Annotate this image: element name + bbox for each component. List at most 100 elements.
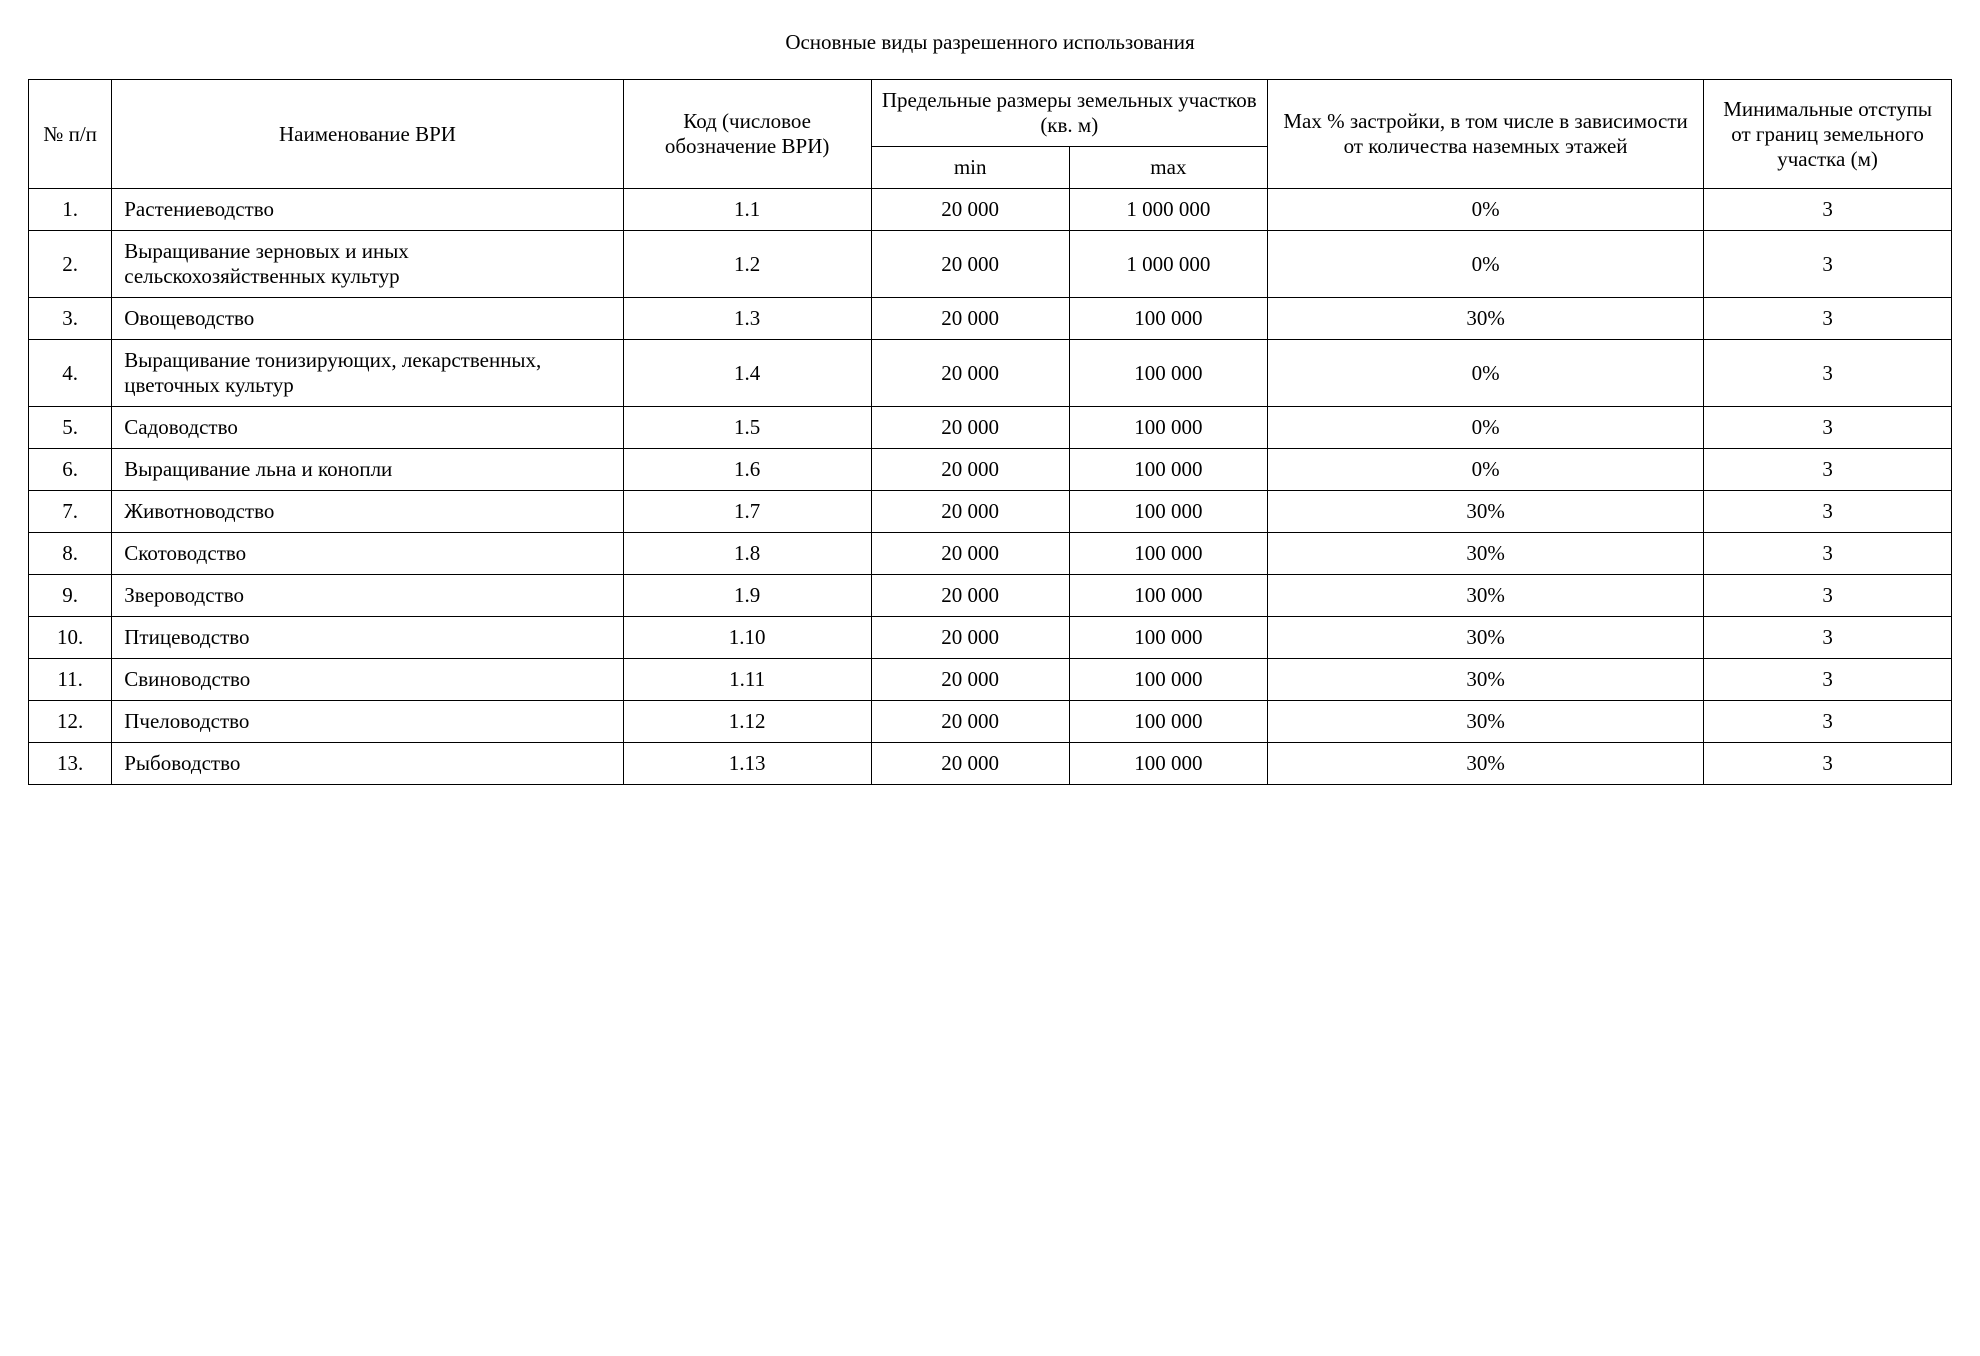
cell-min: 20 000	[871, 533, 1069, 575]
cell-code: 1.13	[623, 743, 871, 785]
table-body: 1.Растениеводство1.120 0001 000 0000%32.…	[29, 189, 1952, 785]
cell-name: Звероводство	[112, 575, 623, 617]
cell-pct: 30%	[1268, 298, 1704, 340]
cell-max: 100 000	[1069, 743, 1267, 785]
cell-max: 1 000 000	[1069, 189, 1267, 231]
table-row: 11.Свиноводство1.1120 000100 00030%3	[29, 659, 1952, 701]
cell-setback: 3	[1704, 533, 1952, 575]
cell-name: Птицеводство	[112, 617, 623, 659]
table-row: 13.Рыбоводство1.1320 000100 00030%3	[29, 743, 1952, 785]
cell-num: 1.	[29, 189, 112, 231]
cell-max: 100 000	[1069, 701, 1267, 743]
table-row: 9.Звероводство1.920 000100 00030%3	[29, 575, 1952, 617]
header-pct: Max % застройки, в том числе в зависимос…	[1268, 80, 1704, 189]
cell-pct: 30%	[1268, 743, 1704, 785]
cell-min: 20 000	[871, 340, 1069, 407]
cell-num: 13.	[29, 743, 112, 785]
header-num: № п/п	[29, 80, 112, 189]
cell-max: 100 000	[1069, 575, 1267, 617]
cell-pct: 30%	[1268, 491, 1704, 533]
cell-num: 12.	[29, 701, 112, 743]
table-row: 3.Овощеводство1.320 000100 00030%3	[29, 298, 1952, 340]
cell-code: 1.8	[623, 533, 871, 575]
cell-setback: 3	[1704, 659, 1952, 701]
cell-name: Выращивание льна и конопли	[112, 449, 623, 491]
cell-min: 20 000	[871, 298, 1069, 340]
cell-pct: 30%	[1268, 533, 1704, 575]
cell-max: 100 000	[1069, 298, 1267, 340]
cell-name: Пчеловодство	[112, 701, 623, 743]
cell-num: 7.	[29, 491, 112, 533]
cell-pct: 30%	[1268, 659, 1704, 701]
cell-num: 6.	[29, 449, 112, 491]
table-row: 6.Выращивание льна и конопли1.620 000100…	[29, 449, 1952, 491]
cell-pct: 0%	[1268, 231, 1704, 298]
header-min: min	[871, 147, 1069, 189]
cell-min: 20 000	[871, 743, 1069, 785]
cell-pct: 30%	[1268, 575, 1704, 617]
cell-code: 1.10	[623, 617, 871, 659]
table-row: 10.Птицеводство1.1020 000100 00030%3	[29, 617, 1952, 659]
table-row: 5.Садоводство1.520 000100 0000%3	[29, 407, 1952, 449]
cell-code: 1.12	[623, 701, 871, 743]
cell-setback: 3	[1704, 575, 1952, 617]
cell-code: 1.5	[623, 407, 871, 449]
table-row: 8.Скотоводство1.820 000100 00030%3	[29, 533, 1952, 575]
cell-min: 20 000	[871, 407, 1069, 449]
cell-name: Растениеводство	[112, 189, 623, 231]
cell-pct: 0%	[1268, 407, 1704, 449]
cell-name: Садоводство	[112, 407, 623, 449]
header-size-group: Предельные размеры земельных участков (к…	[871, 80, 1267, 147]
cell-min: 20 000	[871, 491, 1069, 533]
cell-max: 100 000	[1069, 659, 1267, 701]
cell-name: Овощеводство	[112, 298, 623, 340]
cell-code: 1.2	[623, 231, 871, 298]
cell-setback: 3	[1704, 743, 1952, 785]
cell-num: 2.	[29, 231, 112, 298]
cell-code: 1.1	[623, 189, 871, 231]
cell-max: 100 000	[1069, 340, 1267, 407]
cell-code: 1.11	[623, 659, 871, 701]
cell-name: Животноводство	[112, 491, 623, 533]
cell-setback: 3	[1704, 298, 1952, 340]
cell-setback: 3	[1704, 407, 1952, 449]
table-row: 12.Пчеловодство1.1220 000100 00030%3	[29, 701, 1952, 743]
cell-max: 100 000	[1069, 449, 1267, 491]
header-setback: Минимальные отступы от границ земельного…	[1704, 80, 1952, 189]
cell-name: Рыбоводство	[112, 743, 623, 785]
cell-code: 1.4	[623, 340, 871, 407]
cell-pct: 30%	[1268, 701, 1704, 743]
table-row: 4.Выращивание тонизирующих, лекарственны…	[29, 340, 1952, 407]
cell-pct: 0%	[1268, 189, 1704, 231]
cell-name: Выращивание зерновых и иных сельскохозяй…	[112, 231, 623, 298]
cell-setback: 3	[1704, 701, 1952, 743]
cell-name: Выращивание тонизирующих, лекарственных,…	[112, 340, 623, 407]
header-max: max	[1069, 147, 1267, 189]
cell-num: 11.	[29, 659, 112, 701]
cell-setback: 3	[1704, 617, 1952, 659]
cell-name: Скотоводство	[112, 533, 623, 575]
cell-code: 1.9	[623, 575, 871, 617]
table-row: 2.Выращивание зерновых и иных сельскохоз…	[29, 231, 1952, 298]
header-name: Наименование ВРИ	[112, 80, 623, 189]
header-code: Код (числовое обозначение ВРИ)	[623, 80, 871, 189]
cell-max: 100 000	[1069, 617, 1267, 659]
cell-max: 100 000	[1069, 491, 1267, 533]
cell-num: 10.	[29, 617, 112, 659]
cell-num: 5.	[29, 407, 112, 449]
cell-pct: 30%	[1268, 617, 1704, 659]
cell-num: 9.	[29, 575, 112, 617]
cell-num: 4.	[29, 340, 112, 407]
cell-min: 20 000	[871, 231, 1069, 298]
cell-setback: 3	[1704, 231, 1952, 298]
cell-min: 20 000	[871, 189, 1069, 231]
table-row: 1.Растениеводство1.120 0001 000 0000%3	[29, 189, 1952, 231]
cell-max: 100 000	[1069, 533, 1267, 575]
cell-max: 100 000	[1069, 407, 1267, 449]
cell-min: 20 000	[871, 449, 1069, 491]
cell-setback: 3	[1704, 189, 1952, 231]
cell-max: 1 000 000	[1069, 231, 1267, 298]
cell-setback: 3	[1704, 449, 1952, 491]
cell-min: 20 000	[871, 617, 1069, 659]
cell-num: 3.	[29, 298, 112, 340]
